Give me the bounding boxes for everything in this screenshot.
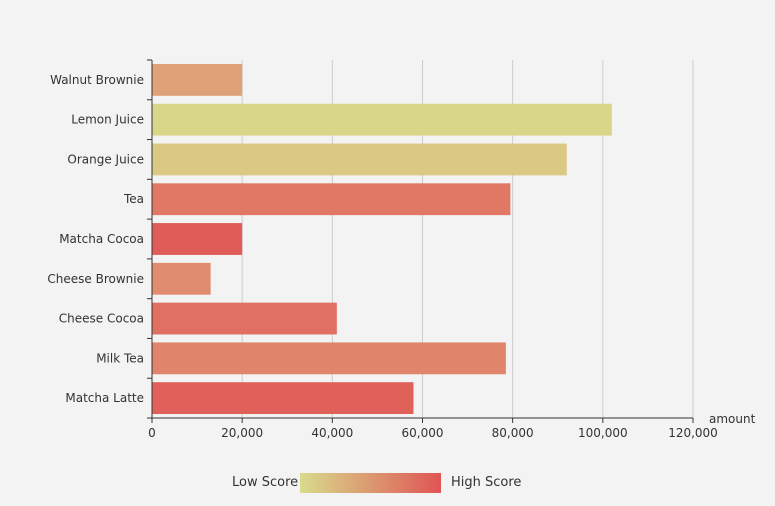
x-tick-labels: 0 20,000 40,000 60,000 80,000 100,000 120,000 bbox=[148, 426, 718, 440]
bar[interactable] bbox=[152, 143, 567, 176]
x-tick-label: 0 bbox=[148, 426, 156, 440]
category-label: Matcha Cocoa bbox=[59, 232, 144, 246]
category-label: Tea bbox=[123, 192, 144, 206]
bar[interactable] bbox=[152, 302, 337, 335]
category-label: Cheese Cocoa bbox=[59, 312, 144, 326]
x-axis-title: amount bbox=[709, 412, 756, 426]
x-tick-label: 60,000 bbox=[402, 426, 444, 440]
category-label: Orange Juice bbox=[67, 152, 144, 166]
x-tick-label: 40,000 bbox=[311, 426, 353, 440]
legend-low-label: Low Score bbox=[232, 475, 299, 490]
color-gradient-bar[interactable] bbox=[300, 473, 441, 493]
bar[interactable] bbox=[152, 103, 612, 136]
bar[interactable] bbox=[152, 63, 243, 96]
category-labels: Walnut Brownie Lemon Juice Orange Juice Tea… bbox=[47, 73, 144, 405]
category-label: Matcha Latte bbox=[65, 391, 144, 405]
bar[interactable] bbox=[152, 382, 414, 415]
bar[interactable] bbox=[152, 183, 511, 216]
axes bbox=[147, 59, 694, 423]
bar[interactable] bbox=[152, 223, 243, 255]
legend-high-label: High Score bbox=[451, 475, 522, 490]
visual-map-legend: Low Score High Score bbox=[0, 470, 775, 498]
category-label: Walnut Brownie bbox=[50, 73, 144, 87]
bar[interactable] bbox=[152, 262, 211, 295]
x-tick-label: 80,000 bbox=[492, 426, 534, 440]
bar[interactable] bbox=[152, 342, 506, 375]
bars bbox=[152, 63, 612, 415]
x-tick-label: 100,000 bbox=[578, 426, 628, 440]
category-label: Lemon Juice bbox=[71, 113, 144, 127]
category-label: Cheese Brownie bbox=[47, 272, 144, 286]
x-tick-label: 120,000 bbox=[668, 426, 718, 440]
x-tick-label: 20,000 bbox=[221, 426, 263, 440]
category-label: Milk Tea bbox=[96, 351, 144, 365]
